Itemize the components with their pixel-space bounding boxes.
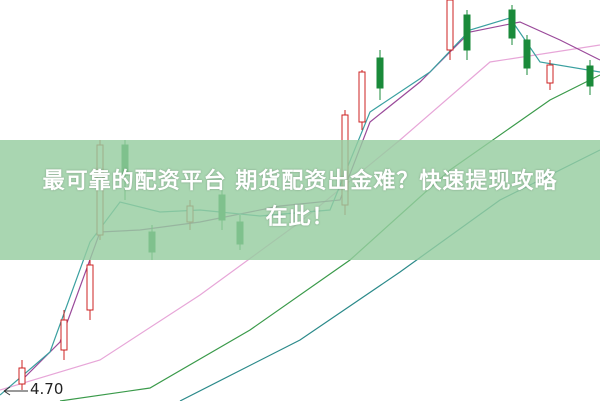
banner-line: 最可靠的配资平台 期货配资出金难？快速提现攻略 xyxy=(42,169,558,194)
ma-line xyxy=(59,74,600,401)
candle xyxy=(86,264,94,311)
banner: 最可靠的配资平台 期货配资出金难？快速提现攻略 在此！ xyxy=(0,140,600,260)
candle xyxy=(18,367,26,385)
price-arrow xyxy=(3,386,28,396)
banner-line: 在此！ xyxy=(265,205,335,230)
price-label: 4.70 xyxy=(30,380,64,398)
candle xyxy=(508,9,516,39)
candle xyxy=(523,39,531,69)
candle xyxy=(463,14,471,51)
candle xyxy=(546,64,554,84)
candle xyxy=(376,57,384,89)
candle xyxy=(586,65,594,87)
candle xyxy=(60,319,68,351)
candle xyxy=(446,0,454,51)
candle xyxy=(358,71,366,123)
